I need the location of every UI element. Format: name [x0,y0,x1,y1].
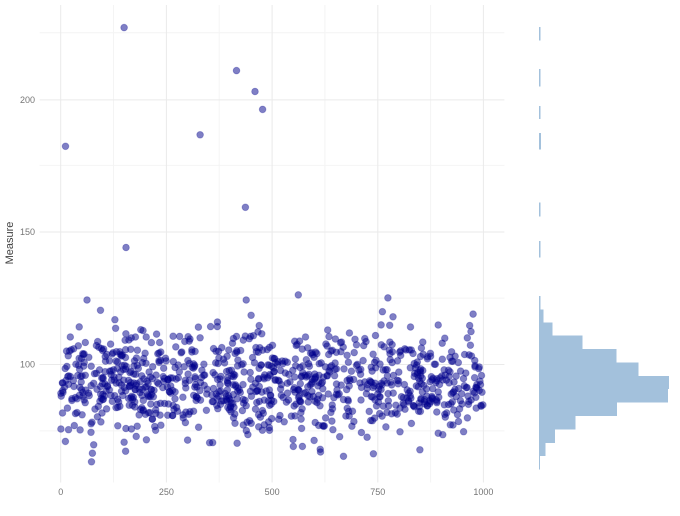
svg-text:500: 500 [265,487,280,497]
svg-text:0: 0 [58,487,63,497]
svg-text:200: 200 [20,95,35,105]
svg-text:Measure: Measure [4,222,16,265]
svg-text:250: 250 [159,487,174,497]
svg-text:100: 100 [20,360,35,370]
svg-text:1000: 1000 [473,487,493,497]
svg-text:150: 150 [20,227,35,237]
svg-text:750: 750 [370,487,385,497]
